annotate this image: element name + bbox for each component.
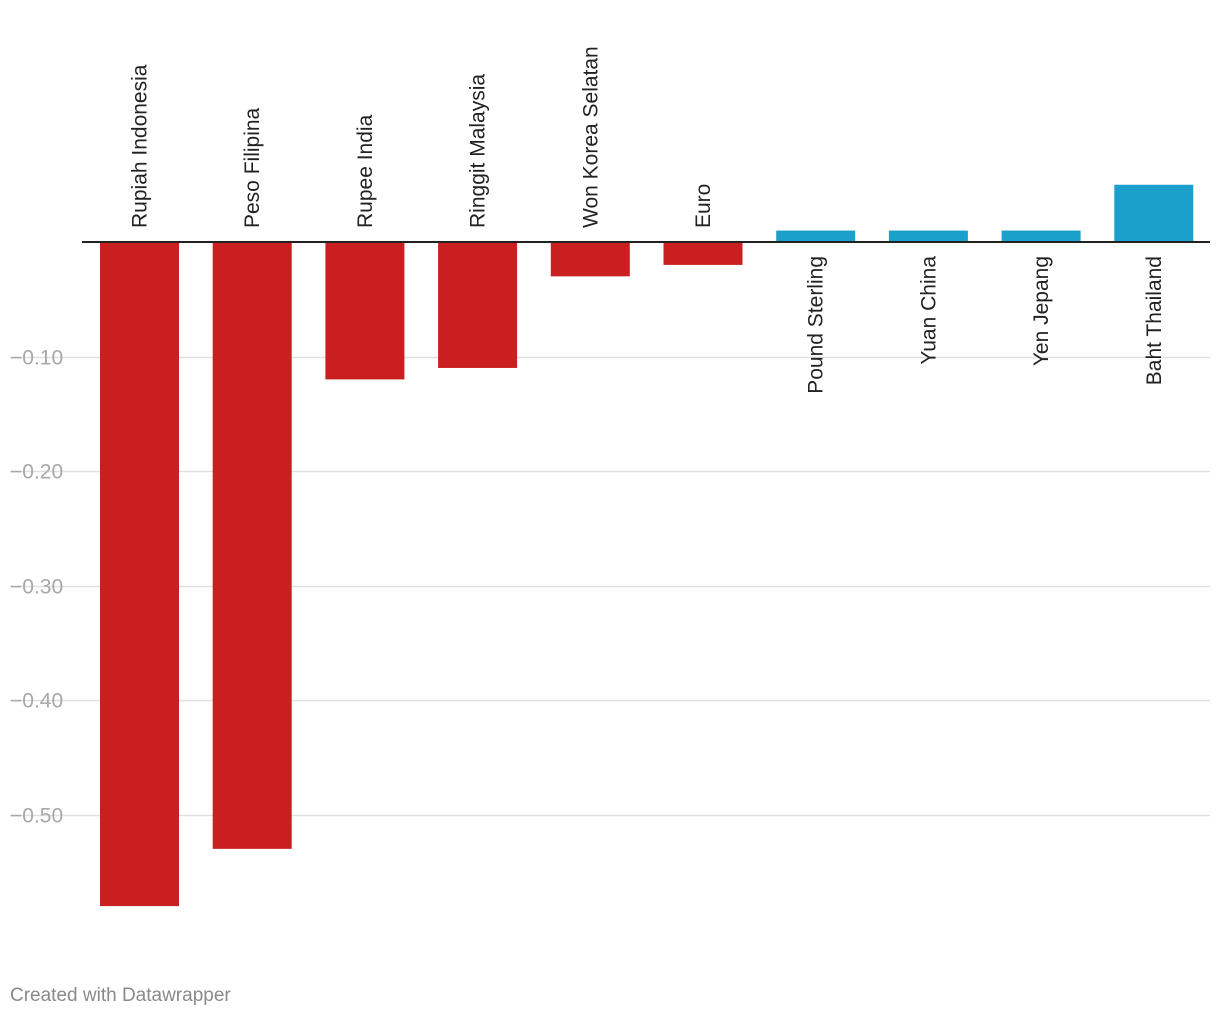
category-label: Won Korea Selatan bbox=[579, 46, 602, 228]
category-label: Peso Filipina bbox=[241, 107, 264, 228]
y-tick-label: −0.20 bbox=[10, 461, 63, 484]
y-tick-label: −0.40 bbox=[10, 690, 63, 713]
y-tick-label: −0.30 bbox=[10, 576, 63, 599]
bar-chart: −0.10 −0.20 −0.30 −0.40 −0.50 Rupiah Indonesi… bbox=[10, 46, 1210, 907]
bar bbox=[1001, 230, 1081, 242]
category-label: Euro bbox=[692, 184, 715, 228]
category-label: Pound Sterling bbox=[805, 256, 828, 394]
category-label: Yen Jepang bbox=[1030, 256, 1053, 366]
category-label: Rupiah Indonesia bbox=[129, 64, 152, 228]
category-label: Rupee India bbox=[354, 114, 377, 228]
bar bbox=[663, 242, 743, 265]
bar bbox=[550, 242, 630, 277]
bar bbox=[438, 242, 518, 368]
category-label: Ringgit Malaysia bbox=[467, 74, 490, 228]
bar bbox=[325, 242, 405, 380]
bar bbox=[1114, 184, 1194, 242]
bar bbox=[100, 242, 179, 907]
bar bbox=[212, 242, 292, 849]
category-label: Baht Thailand bbox=[1143, 256, 1166, 385]
bar bbox=[888, 230, 968, 242]
bar bbox=[776, 230, 856, 242]
y-tick-label: −0.10 bbox=[10, 347, 63, 370]
credit-text: Created with Datawrapper bbox=[10, 985, 231, 1006]
category-label: Yuan China bbox=[917, 256, 940, 365]
y-tick-label: −0.50 bbox=[10, 805, 63, 828]
